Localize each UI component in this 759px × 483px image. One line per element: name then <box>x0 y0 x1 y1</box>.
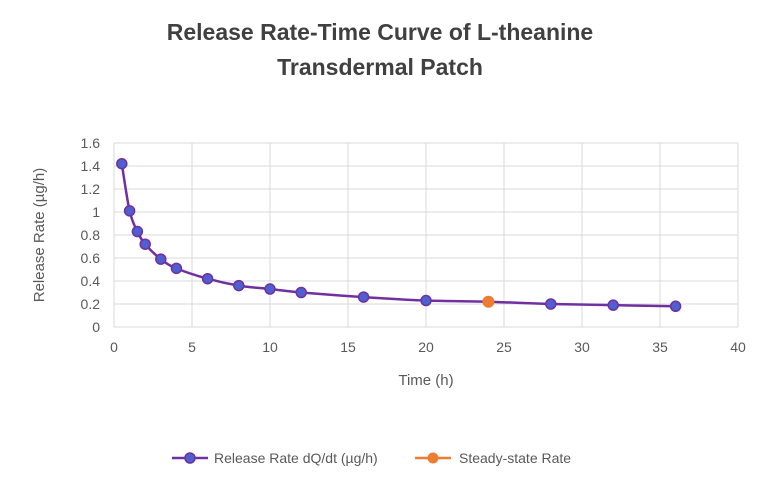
data-point-release-rate <box>233 279 245 292</box>
x-tick-label: 30 <box>574 339 590 355</box>
x-tick-label: 15 <box>340 339 356 355</box>
legend-item-steady-state: Steady-state Rate <box>415 450 571 466</box>
chart-title-line-1: Release Rate-Time Curve of L-theanine <box>167 19 593 45</box>
data-point-release-rate <box>607 299 619 311</box>
x-tick-label: 40 <box>730 339 746 355</box>
x-tick-label: 10 <box>262 339 278 355</box>
legend-label-release-rate: Release Rate dQ/dt (µg/h) <box>214 450 378 466</box>
tick-labels: 0 0.2 0.4 0.6 0.8 1 1.2 1.4 1.6 0 5 10 15 20 25 30 35 40 <box>81 135 746 355</box>
y-tick-label: 0.4 <box>81 273 101 289</box>
data-point-release-rate <box>669 300 682 313</box>
y-axis-label: Release Rate (µg/h) <box>31 168 48 303</box>
legend: Release Rate dQ/dt (µg/h) Steady-state R… <box>172 450 571 466</box>
x-tick-label: 35 <box>652 339 668 355</box>
x-tick-label: 20 <box>418 339 434 355</box>
y-tick-label: 1.2 <box>81 181 101 197</box>
data-point-release-rate <box>264 283 276 295</box>
x-tick-label: 0 <box>110 339 118 355</box>
y-tick-label: 0 <box>92 319 100 335</box>
data-point-release-rate <box>295 286 307 299</box>
data-point-steady-state <box>482 295 495 308</box>
data-point-release-rate <box>357 291 370 303</box>
legend-marker-steady-state <box>427 452 439 464</box>
x-tick-label: 5 <box>188 339 196 355</box>
x-axis-label: Time (h) <box>398 372 453 389</box>
data-point-release-rate <box>545 298 557 310</box>
legend-label-steady-state: Steady-state Rate <box>459 450 571 466</box>
x-tick-label: 25 <box>496 339 512 355</box>
chart-title-line-2: Transdermal Patch <box>277 54 483 80</box>
y-tick-label: 0.2 <box>81 296 101 312</box>
data-point-release-rate <box>123 205 136 217</box>
y-tick-label: 1.6 <box>81 135 101 151</box>
data-point-release-rate <box>170 262 183 275</box>
y-tick-label: 0.8 <box>81 227 101 243</box>
data-point-release-rate <box>139 238 151 250</box>
data-point-release-rate <box>116 157 128 170</box>
y-tick-label: 1.4 <box>81 158 101 174</box>
y-tick-label: 0.6 <box>81 250 101 266</box>
y-tick-label: 1 <box>92 204 100 220</box>
plot-series <box>116 157 682 313</box>
data-point-release-rate <box>131 225 144 238</box>
data-point-release-rate <box>201 272 214 285</box>
data-point-release-rate <box>420 294 432 307</box>
series-line-release-rate <box>120 163 676 308</box>
data-point-release-rate <box>155 253 167 265</box>
legend-marker-release-rate <box>184 452 196 464</box>
legend-item-release-rate: Release Rate dQ/dt (µg/h) <box>172 450 378 466</box>
